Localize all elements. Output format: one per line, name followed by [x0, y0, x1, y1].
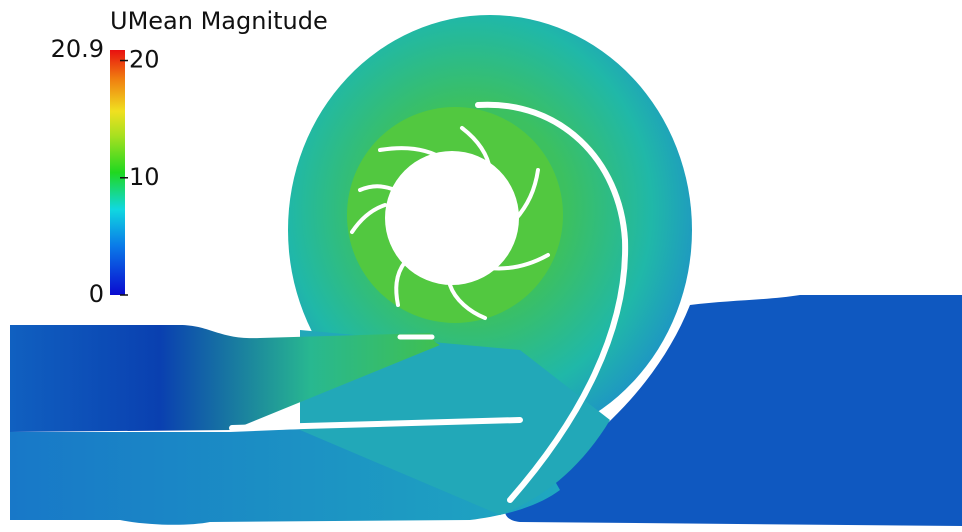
colorbar-tick-label: 10 [129, 163, 160, 191]
colorbar-max-label: 20.9 [51, 35, 104, 63]
volute-wall [475, 101, 629, 503]
colorbar-tick-label: 20 [129, 46, 160, 74]
hub [385, 151, 519, 285]
inlet-pipe [10, 325, 440, 432]
colorbar-tick-label: 0 [89, 280, 104, 308]
blades [350, 126, 550, 320]
outlet-region [505, 295, 962, 526]
tongue [229, 417, 523, 431]
colorbar-title: UMean Magnitude [110, 7, 328, 35]
colorbar [110, 50, 125, 295]
